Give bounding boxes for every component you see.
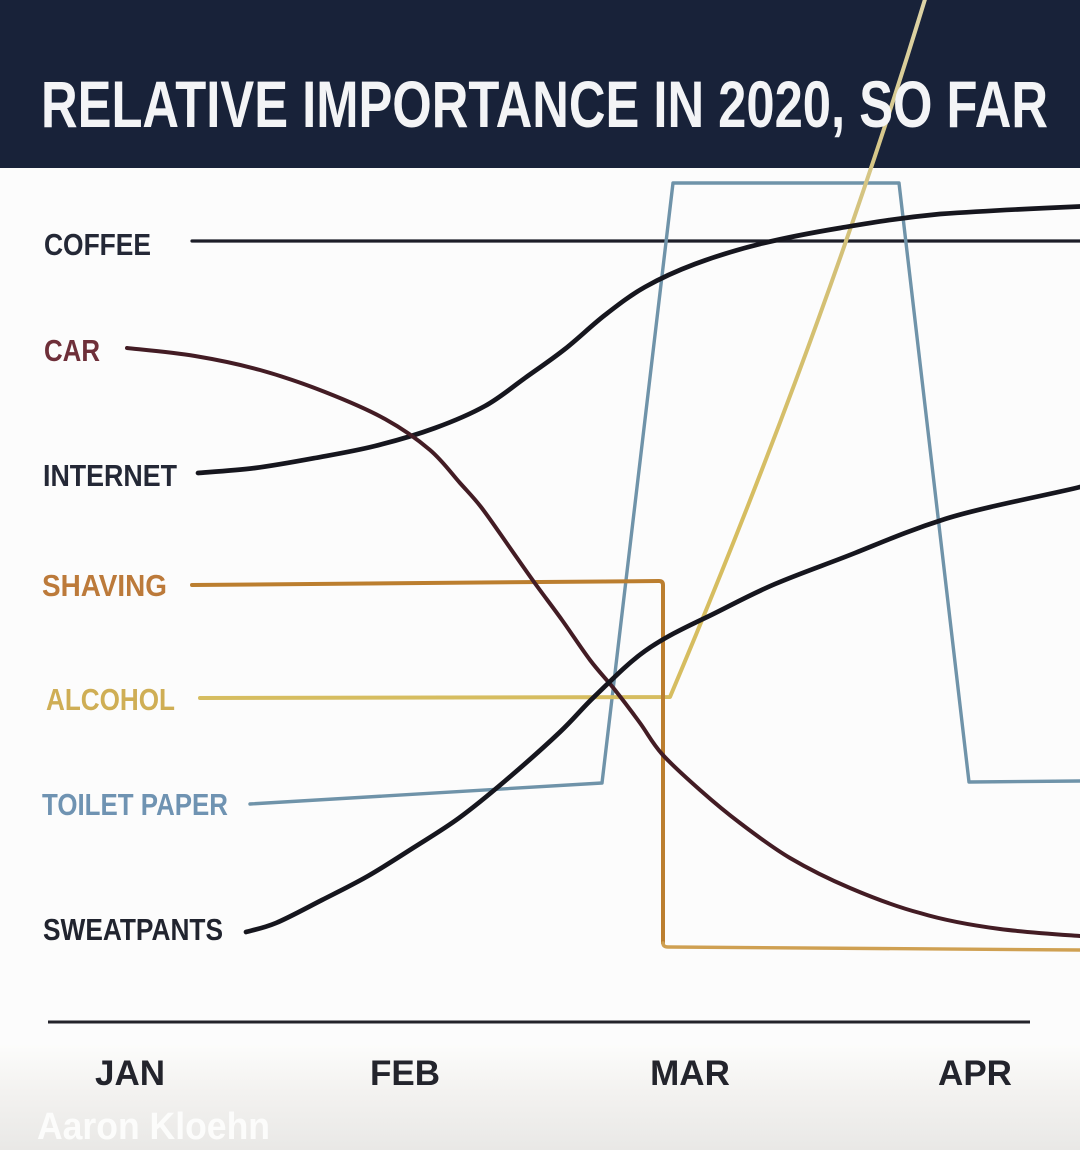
svg-text:Aaron Kloehn: Aaron Kloehn — [37, 1106, 270, 1148]
svg-text:INTERNET: INTERNET — [43, 458, 177, 493]
svg-text:APR: APR — [938, 1054, 1012, 1093]
svg-text:MAR: MAR — [650, 1054, 730, 1093]
svg-text:SHAVING: SHAVING — [42, 568, 167, 603]
svg-text:COFFEE: COFFEE — [44, 227, 151, 262]
svg-text:RELATIVE IMPORTANCE IN 2020, S: RELATIVE IMPORTANCE IN 2020, SO FAR — [41, 67, 1048, 141]
svg-text:CAR: CAR — [44, 333, 100, 368]
svg-text:JAN: JAN — [95, 1054, 165, 1093]
svg-text:TOILET PAPER: TOILET PAPER — [42, 787, 228, 822]
svg-text:ALCOHOL: ALCOHOL — [46, 682, 175, 717]
svg-text:FEB: FEB — [370, 1054, 440, 1093]
svg-text:SWEATPANTS: SWEATPANTS — [43, 912, 223, 947]
